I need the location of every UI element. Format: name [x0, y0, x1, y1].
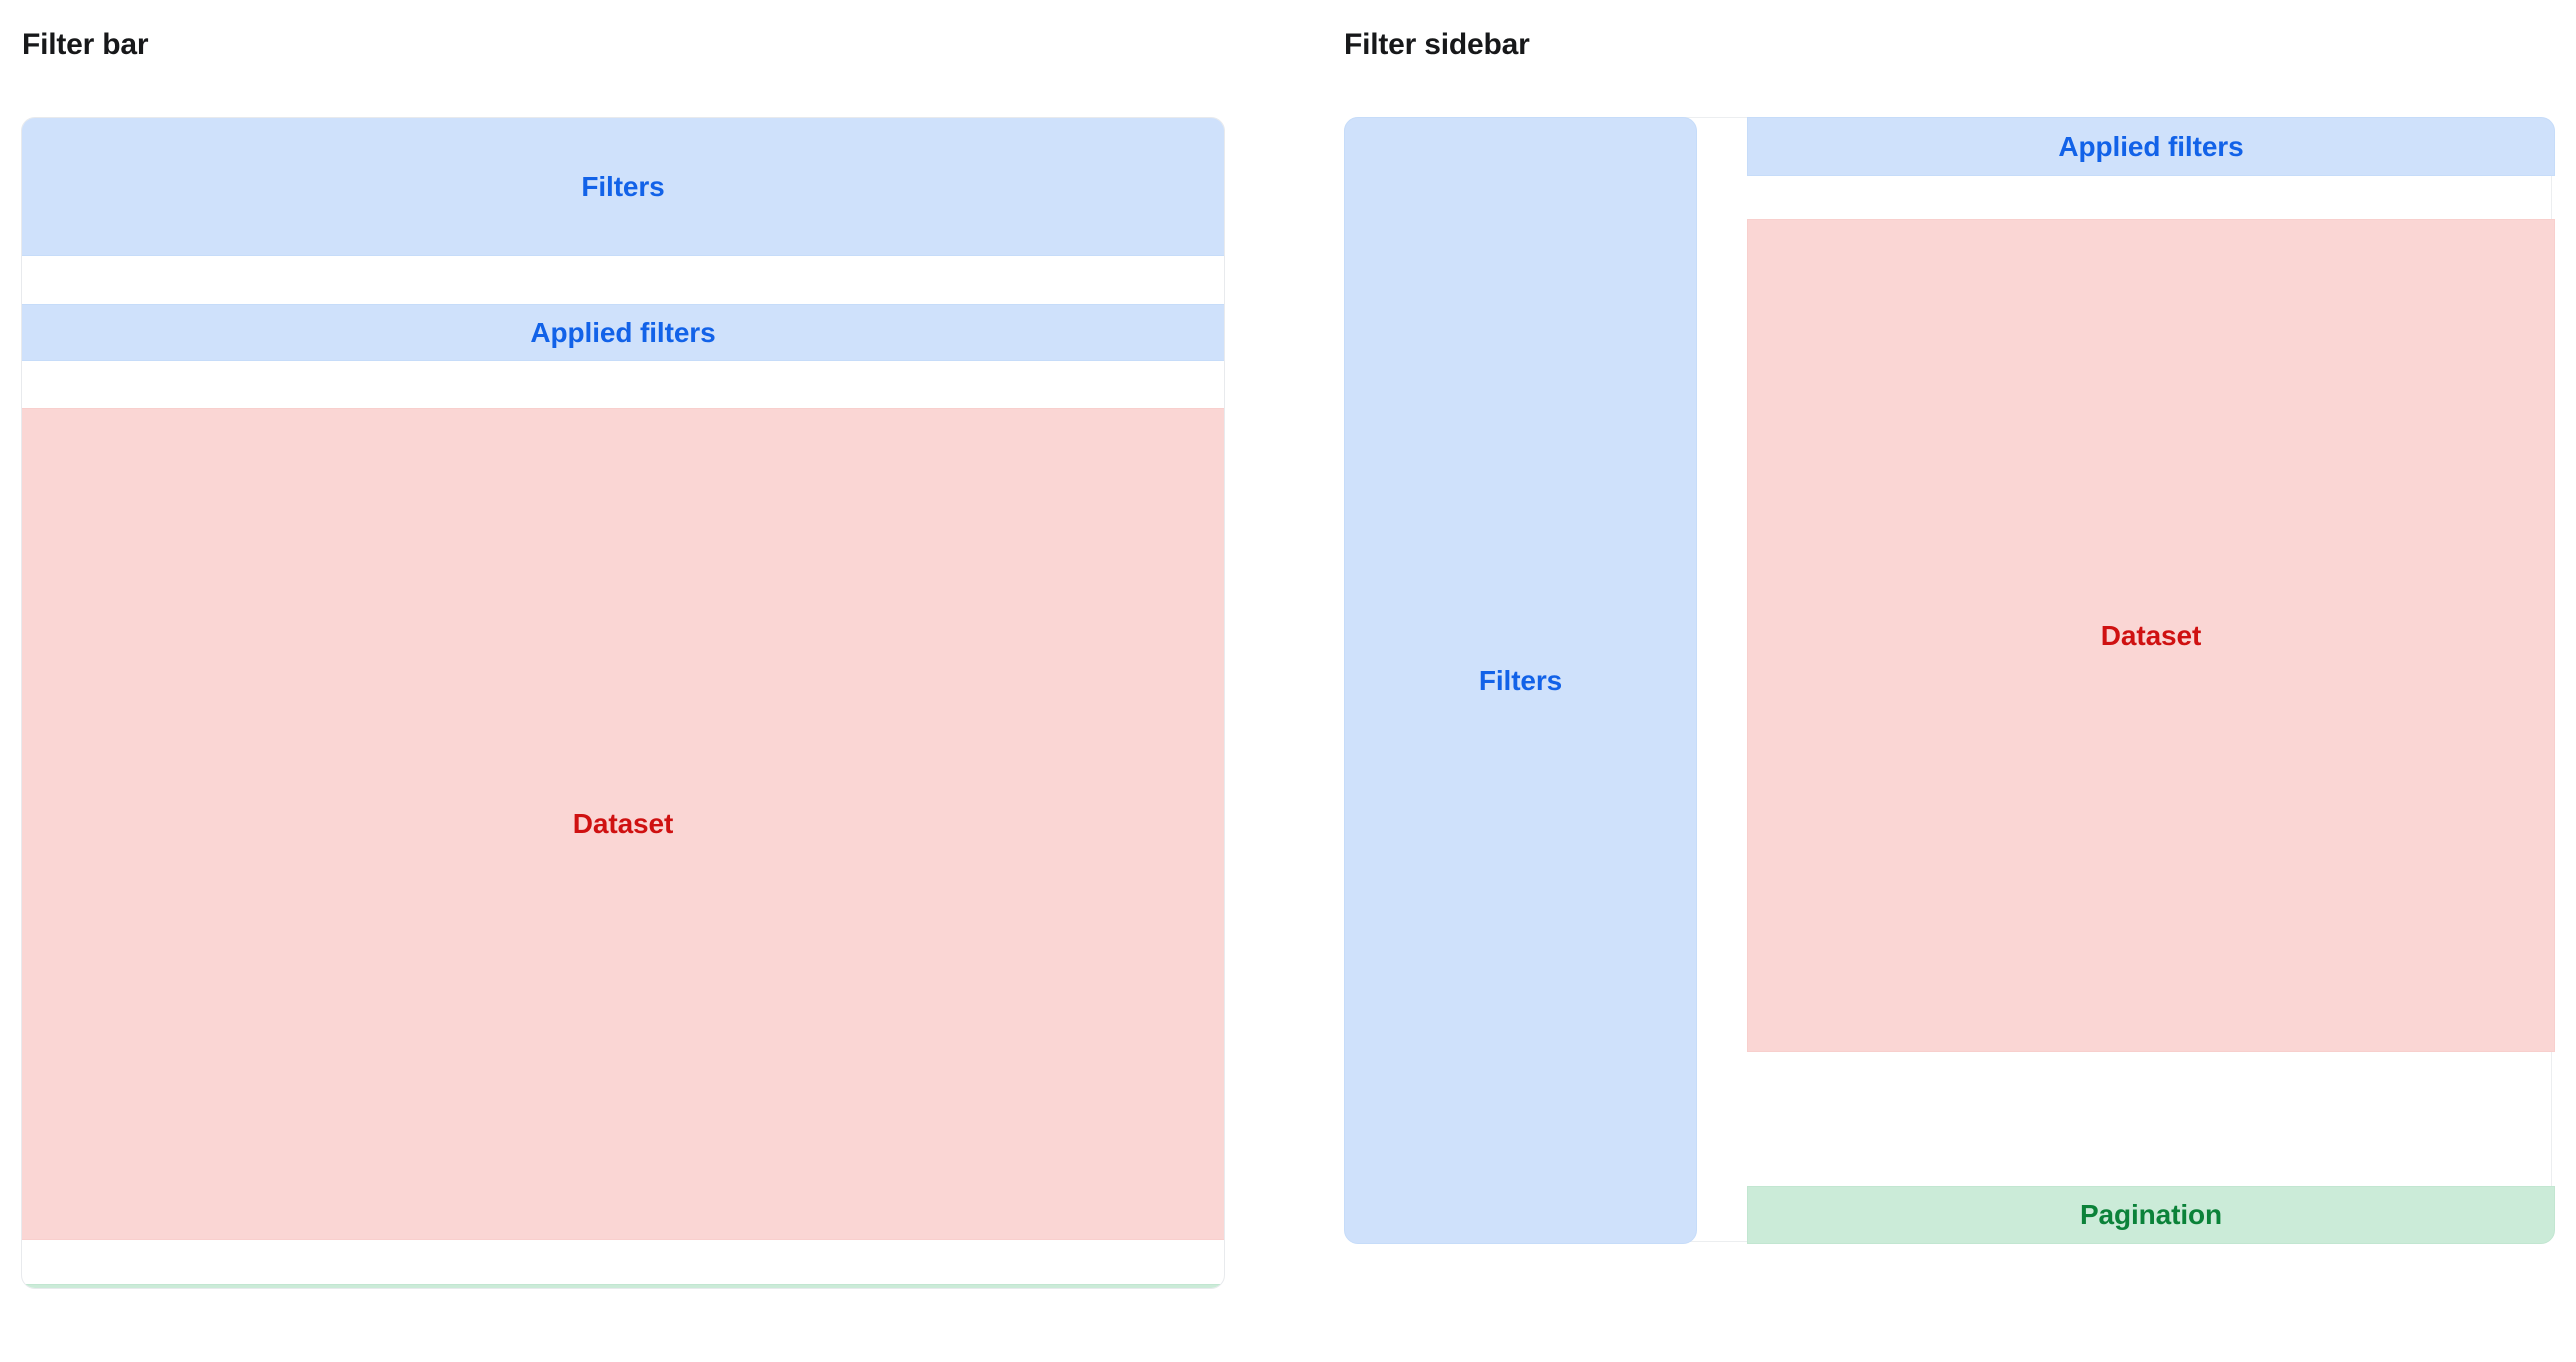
- filter-bar-card: Filters Applied filters Dataset Paginati…: [21, 117, 1225, 1289]
- page-title-filter-sidebar: Filter sidebar: [1344, 28, 1530, 61]
- filter-bar-dataset-region[interactable]: Dataset: [22, 408, 1224, 1240]
- filter-sidebar-pagination-region[interactable]: Pagination: [1747, 1186, 2555, 1244]
- filter-sidebar-filters-region[interactable]: Filters: [1344, 117, 1697, 1244]
- page-title-filter-bar: Filter bar: [22, 28, 149, 61]
- panel-filter-bar: Filter bar Filters Applied filters Datas…: [21, 28, 1225, 1289]
- filter-sidebar-dataset-region[interactable]: Dataset: [1747, 219, 2555, 1052]
- filter-bar-applied-filters-region[interactable]: Applied filters: [22, 304, 1224, 361]
- panel-filter-sidebar: Filter sidebar Filters Applied filters D…: [1288, 0, 2576, 1362]
- filter-bar-pagination-region[interactable]: Pagination: [22, 1284, 1224, 1288]
- filter-sidebar-applied-filters-region[interactable]: Applied filters: [1747, 117, 2555, 176]
- filter-sidebar-card: Filters Applied filters Dataset Paginati…: [1344, 117, 2555, 1244]
- filter-bar-filters-region[interactable]: Filters: [22, 118, 1224, 256]
- filter-sidebar-content-column: Applied filters Dataset Pagination: [1747, 117, 2555, 1244]
